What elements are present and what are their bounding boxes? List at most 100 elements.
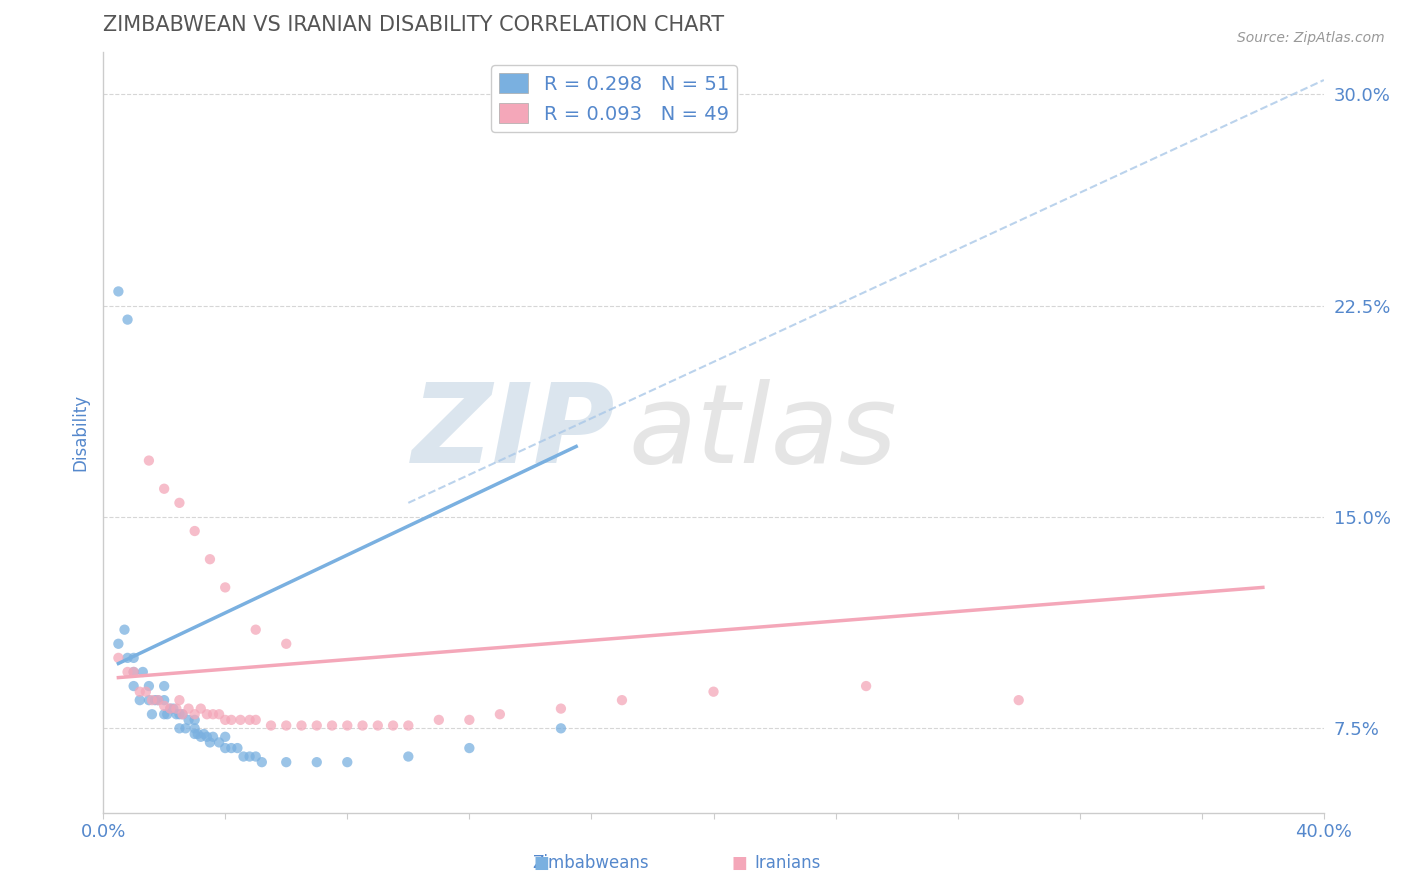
Point <box>201 730 224 744</box>
Point <box>221 713 243 727</box>
Point <box>172 707 194 722</box>
Point <box>396 718 419 732</box>
Legend: R = 0.298   N = 51, R = 0.093   N = 49: R = 0.298 N = 51, R = 0.093 N = 49 <box>491 65 737 132</box>
Point <box>239 713 262 727</box>
Point <box>367 718 389 732</box>
Point <box>122 679 145 693</box>
Point <box>117 312 139 326</box>
Point <box>276 637 298 651</box>
Point <box>245 713 267 727</box>
Point <box>183 727 205 741</box>
Point <box>239 749 262 764</box>
Point <box>382 718 405 732</box>
Text: Source: ZipAtlas.com: Source: ZipAtlas.com <box>1237 31 1385 45</box>
Point <box>153 698 176 713</box>
Point <box>159 701 181 715</box>
Point <box>221 741 243 756</box>
Point <box>159 701 181 715</box>
Point <box>276 718 298 732</box>
Point <box>489 707 512 722</box>
Point <box>336 755 359 769</box>
Point <box>153 482 176 496</box>
Point <box>198 552 221 566</box>
Text: atlas: atlas <box>628 379 897 486</box>
Point <box>610 693 633 707</box>
Point <box>190 730 212 744</box>
Point <box>198 735 221 749</box>
Point <box>122 665 145 679</box>
Point <box>128 684 150 698</box>
Point <box>169 496 191 510</box>
Point <box>458 713 481 727</box>
Point <box>226 741 249 756</box>
Point <box>183 713 205 727</box>
Point <box>336 718 359 732</box>
Point <box>229 713 252 727</box>
Point <box>141 707 163 722</box>
Point <box>169 722 191 736</box>
Point <box>458 741 481 756</box>
Point <box>250 755 273 769</box>
Point <box>550 701 572 715</box>
Point <box>260 718 283 732</box>
Point <box>195 707 218 722</box>
Point <box>305 718 328 732</box>
Point <box>245 623 267 637</box>
Point <box>183 524 205 538</box>
Point <box>153 707 176 722</box>
Point <box>138 679 160 693</box>
Point <box>165 707 187 722</box>
Point <box>187 727 209 741</box>
Point <box>169 707 191 722</box>
Point <box>305 755 328 769</box>
Point <box>169 693 191 707</box>
Point <box>276 755 298 769</box>
Text: Zimbabweans: Zimbabweans <box>533 855 648 872</box>
Point <box>183 707 205 722</box>
Point <box>855 679 877 693</box>
Point <box>172 707 194 722</box>
Point <box>114 623 136 637</box>
Point <box>153 693 176 707</box>
Point <box>138 453 160 467</box>
Y-axis label: Disability: Disability <box>72 393 89 471</box>
Point <box>174 722 197 736</box>
Point <box>193 727 215 741</box>
Text: ■: ■ <box>533 855 550 872</box>
Point <box>190 701 212 715</box>
Point <box>214 730 236 744</box>
Text: ■: ■ <box>731 855 748 872</box>
Point <box>107 651 129 665</box>
Point <box>232 749 254 764</box>
Point <box>117 665 139 679</box>
Point <box>135 684 157 698</box>
Point <box>1008 693 1031 707</box>
Point <box>352 718 374 732</box>
Point <box>141 693 163 707</box>
Text: Iranians: Iranians <box>754 855 821 872</box>
Point <box>122 651 145 665</box>
Point <box>427 713 450 727</box>
Point <box>146 693 169 707</box>
Point <box>143 693 166 707</box>
Point <box>122 665 145 679</box>
Point <box>177 701 200 715</box>
Point <box>107 285 129 299</box>
Point <box>214 741 236 756</box>
Point <box>183 722 205 736</box>
Point <box>156 707 179 722</box>
Point <box>201 707 224 722</box>
Point <box>396 749 419 764</box>
Point <box>290 718 312 732</box>
Point <box>214 581 236 595</box>
Point <box>146 693 169 707</box>
Point <box>132 665 155 679</box>
Point <box>208 735 231 749</box>
Text: ZIP: ZIP <box>412 379 616 486</box>
Point <box>702 684 724 698</box>
Point <box>162 701 184 715</box>
Text: ZIMBABWEAN VS IRANIAN DISABILITY CORRELATION CHART: ZIMBABWEAN VS IRANIAN DISABILITY CORRELA… <box>103 15 724 35</box>
Point <box>195 730 218 744</box>
Point <box>550 722 572 736</box>
Point <box>138 693 160 707</box>
